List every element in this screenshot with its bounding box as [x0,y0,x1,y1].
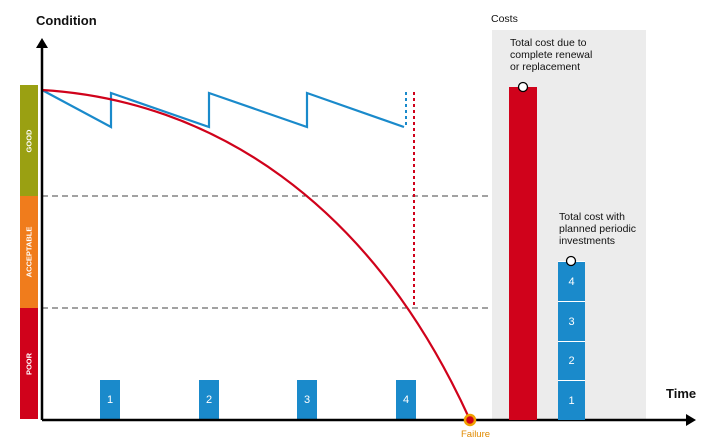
y-axis-title: Condition [36,13,97,28]
failure-marker [463,413,477,427]
renewal-cost-label-line: or replacement [510,61,581,73]
x-axis-title: Time [666,386,697,401]
planned-condition-line [41,89,405,129]
stack-segment-label: 1 [568,394,575,407]
investment-block: 3 [297,380,317,419]
investment-label: 1 [106,393,114,406]
stack-segment: 3 [558,301,585,341]
deterioration-curve [41,88,472,421]
investment-label: 4 [402,393,410,406]
renewal-marker [517,81,529,93]
band-poor: POOR [20,308,38,419]
investment-block: 4 [396,380,416,419]
renewal-cost-label-line: complete renewal [510,49,593,61]
investment-label: 3 [303,393,311,406]
band-good: GOOD [20,85,38,196]
stack-segment: 4 [558,261,585,301]
stack-segment-label: 3 [568,315,575,328]
stack-segment-label: 2 [568,355,575,367]
renewal-cost-label-line: Total cost due to [510,37,587,49]
failure-label: Failure [461,429,491,440]
band-acceptable: ACCEPTABLE [20,196,38,308]
planned-cost-label-line: planned periodic [559,223,637,235]
stack-segment: 2 [558,341,585,380]
planned-marker [565,255,577,267]
investment-label: 2 [205,393,213,406]
planned-cost-label-line: investments [559,235,616,247]
investment-block: 1 [100,380,120,419]
renewal-cost-label: Total cost due to complete renewal or re… [510,37,592,73]
stack-segment-label: 4 [568,275,575,288]
y-axis-arrow [36,38,48,48]
planned-cost-label: Total cost with planned periodic investm… [559,211,636,247]
x-axis-arrow [686,414,696,426]
renewal-cost-bar [509,87,537,420]
planned-cost-label-line: Total cost with [559,211,625,223]
stack-segment: 1 [558,380,585,420]
investment-block: 2 [199,380,219,419]
costs-title: Costs [491,13,518,25]
